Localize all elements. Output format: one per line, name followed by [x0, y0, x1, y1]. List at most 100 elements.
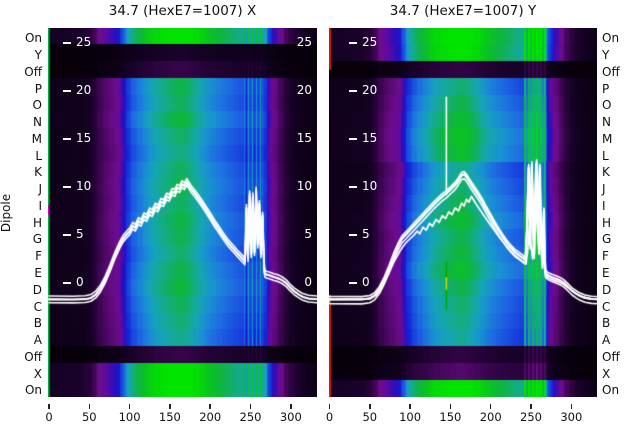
- row-label-left-13: F: [35, 249, 42, 264]
- row-label-right-10: I: [602, 198, 606, 213]
- x-tick-label: 200: [199, 410, 222, 424]
- x-tick-label: 0: [325, 410, 334, 424]
- x-tick-mark: [169, 404, 171, 409]
- value-tick-label: 5: [362, 226, 370, 241]
- value-tick-mark: [349, 282, 357, 284]
- x-tick-mark: [128, 404, 131, 409]
- row-label-right-15: D: [602, 282, 612, 297]
- value-tick-label: 15: [362, 130, 378, 145]
- value-tick-label: 25: [362, 34, 378, 49]
- heatmap-panel-x: [48, 28, 317, 397]
- x-tick-mark: [328, 404, 331, 409]
- row-label-left-2: Off: [24, 64, 42, 79]
- row-label-left-6: M: [31, 131, 42, 146]
- value-tick-mark: [63, 282, 71, 284]
- row-label-right-21: On: [602, 383, 620, 398]
- row-label-left-1: Y: [34, 47, 42, 62]
- x-tick-mark: [48, 404, 50, 409]
- row-label-right-9: J: [602, 182, 606, 197]
- x-tick-mark: [570, 404, 573, 409]
- x-tick-mark: [88, 404, 91, 409]
- heatmap-panel-y: [329, 28, 597, 397]
- row-label-left-0: On: [24, 31, 42, 46]
- row-label-right-1: Y: [602, 47, 610, 62]
- row-label-left-18: A: [33, 333, 42, 348]
- value-tick-label: 0: [362, 275, 370, 289]
- x-tick-label: 0: [45, 410, 53, 424]
- x-tick-mark: [530, 404, 532, 409]
- x-tick-label: 150: [439, 410, 462, 424]
- row-label-left-8: K: [34, 165, 42, 180]
- value-tick-mark: [349, 89, 357, 92]
- value-tick-label: 20: [76, 82, 92, 97]
- row-label-left-11: H: [32, 215, 42, 230]
- value-tick-label: 25: [76, 34, 92, 49]
- x-tick-label: 100: [399, 410, 422, 424]
- row-label-right-0: On: [602, 31, 620, 46]
- value-tick-label-right: 0: [304, 275, 312, 289]
- value-tick-label: 0: [76, 275, 84, 289]
- row-label-right-4: O: [602, 98, 612, 113]
- value-tick-mark: [63, 137, 71, 140]
- row-label-left-14: E: [34, 266, 42, 281]
- x-tick-label: 50: [362, 410, 378, 424]
- row-label-right-7: L: [602, 148, 609, 163]
- row-label-left-7: L: [35, 148, 42, 163]
- row-label-right-19: Off: [602, 349, 620, 364]
- x-tick-label: 250: [520, 410, 542, 424]
- row-label-right-18: A: [602, 333, 611, 348]
- row-label-left-9: J: [38, 182, 42, 197]
- row-label-right-8: K: [602, 165, 610, 180]
- value-tick-label-right: 25: [296, 34, 312, 49]
- row-label-left-15: D: [32, 282, 42, 297]
- value-tick-label: 15: [76, 130, 92, 145]
- row-label-left-12: G: [32, 232, 42, 247]
- value-tick-label-right: 15: [296, 130, 312, 145]
- x-tick-mark: [409, 404, 411, 409]
- x-tick-label: 300: [279, 410, 302, 424]
- row-label-left-21: On: [24, 383, 42, 398]
- value-tick-mark: [349, 233, 357, 236]
- row-label-right-5: N: [602, 115, 611, 130]
- row-label-left-17: B: [33, 316, 42, 331]
- x-tick-mark: [290, 404, 292, 409]
- row-label-right-17: B: [602, 316, 611, 331]
- value-tick-label-right: 5: [304, 226, 312, 241]
- left-panel-title: 34.7 (HexE7=1007) X: [108, 3, 257, 19]
- value-tick-mark: [63, 89, 71, 92]
- row-label-left-10: I: [38, 198, 42, 213]
- row-label-right-2: Off: [602, 64, 620, 79]
- value-tick-mark: [349, 41, 357, 44]
- row-label-left-5: N: [33, 115, 42, 130]
- value-tick-label: 10: [362, 178, 378, 193]
- x-tick-label: 300: [560, 410, 583, 424]
- row-label-right-6: M: [602, 131, 613, 146]
- row-label-right-13: F: [602, 249, 609, 264]
- value-tick-label-right: 10: [296, 178, 312, 193]
- row-label-right-14: E: [602, 266, 610, 281]
- row-label-left-16: C: [33, 299, 42, 314]
- row-label-right-12: G: [602, 232, 612, 247]
- row-label-right-3: P: [602, 81, 610, 96]
- x-tick-label: 150: [158, 410, 181, 424]
- value-tick-label: 20: [362, 82, 378, 97]
- x-tick-mark: [209, 404, 211, 409]
- row-label-right-11: H: [602, 215, 612, 230]
- row-label-right-16: C: [602, 299, 611, 314]
- x-tick-mark: [249, 404, 252, 409]
- row-label-left-20: X: [33, 366, 42, 381]
- x-tick-mark: [369, 404, 371, 409]
- right-panel-title: 34.7 (HexE7=1007) Y: [389, 3, 537, 19]
- x-tick-mark: [489, 404, 492, 409]
- value-tick-mark: [349, 185, 357, 188]
- row-label-left-3: P: [34, 81, 42, 96]
- value-tick-mark: [63, 41, 71, 44]
- value-tick-label-right: 20: [296, 82, 312, 97]
- value-tick-mark: [349, 137, 357, 140]
- row-label-left-4: O: [32, 98, 42, 113]
- x-tick-label: 200: [479, 410, 502, 424]
- x-tick-mark: [449, 404, 452, 409]
- x-tick-label: 100: [118, 410, 141, 424]
- row-label-right-20: X: [602, 366, 611, 381]
